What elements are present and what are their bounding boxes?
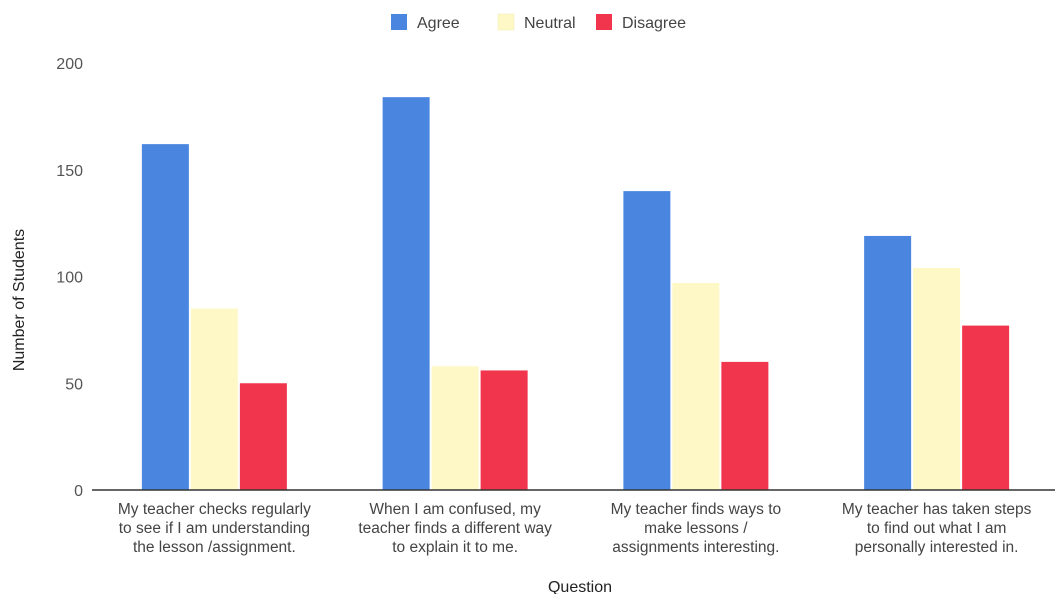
bar-disagree-q1 <box>239 383 287 490</box>
legend-label-disagree: Disagree <box>622 15 686 32</box>
x-axis-category-labels: My teacher checks regularly to see if I a… <box>118 501 1032 556</box>
y-tick-label: 0 <box>74 483 83 500</box>
y-tick-label: 100 <box>56 270 83 287</box>
bar-neutral-q1 <box>190 308 238 490</box>
x-category-label: When I am confused, my teacher finds a di… <box>358 501 552 556</box>
x-category-label: My teacher finds ways to make lessons / as… <box>611 501 782 556</box>
legend-swatch-disagree <box>596 14 612 30</box>
y-axis-ticks: 0 50 100 150 200 <box>56 56 83 500</box>
x-axis-title: Question <box>548 579 612 594</box>
x-category-label: My teacher checks regularly to see if I a… <box>118 501 311 556</box>
bar-disagree-q3 <box>721 361 769 490</box>
bars <box>141 97 1010 490</box>
bar-agree-q4 <box>864 235 912 490</box>
y-axis-title: Number of Students <box>11 229 28 371</box>
legend-label-neutral: Neutral <box>524 15 576 32</box>
bar-neutral-q2 <box>431 366 479 490</box>
bar-disagree-q2 <box>480 370 528 490</box>
legend-swatch-agree <box>391 14 407 30</box>
bar-neutral-q3 <box>672 282 720 490</box>
legend-label-agree: Agree <box>417 15 460 32</box>
legend: Agree Neutral Disagree <box>391 13 686 32</box>
y-tick-label: 50 <box>65 376 83 393</box>
x-category-label: My teacher has taken steps to find out wh… <box>842 501 1032 556</box>
bar-agree-q2 <box>382 97 430 490</box>
bar-disagree-q4 <box>962 325 1010 490</box>
legend-swatch-neutral <box>497 13 515 31</box>
bar-agree-q1 <box>141 144 189 490</box>
y-tick-label: 150 <box>56 163 83 180</box>
y-tick-label: 200 <box>56 56 83 73</box>
bar-agree-q3 <box>623 191 671 490</box>
bar-neutral-q4 <box>913 267 961 490</box>
